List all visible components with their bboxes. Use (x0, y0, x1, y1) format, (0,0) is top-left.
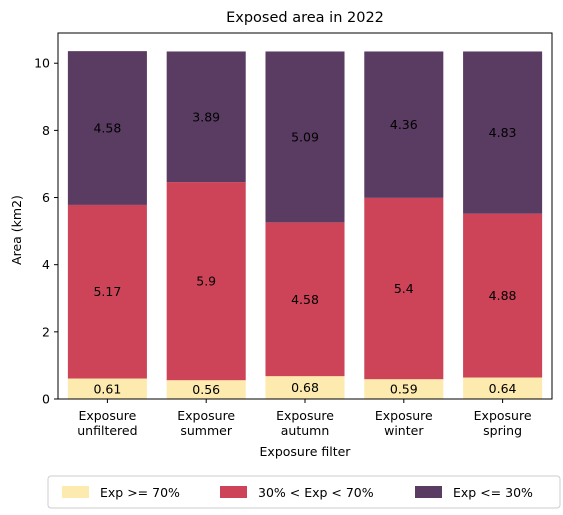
data-labels-layer: 0.61 5.17 4.58 0.56 5.9 3.89 0.68 4.58 5.09 0.59 5… (93, 109, 516, 397)
bar-segment (265, 51, 345, 223)
data-label: 0.59 (390, 382, 418, 397)
y-tick-label: 6 (42, 190, 50, 205)
bar-segment (166, 51, 246, 183)
data-label: 5.17 (93, 284, 121, 299)
legend-label: 30% < Exp < 70% (258, 485, 374, 500)
bar-segment (265, 376, 345, 399)
x-tick-label: Exposure unfiltered (77, 408, 137, 438)
data-label: 0.56 (192, 382, 220, 397)
data-label: 0.61 (93, 381, 121, 396)
chart-title: Exposed area in 2022 (226, 10, 384, 26)
data-label: 3.89 (192, 109, 220, 124)
y-tick-label: 0 (42, 392, 50, 407)
bar-segment (463, 213, 543, 378)
bar-segment (364, 197, 444, 380)
bar-segment (463, 51, 543, 214)
bar-segment (67, 204, 147, 379)
legend-swatch (62, 486, 89, 498)
legend-box (47, 475, 561, 509)
legend-swatch (415, 486, 442, 498)
bar-segment (364, 379, 444, 399)
x-tick-label: Exposure autumn (276, 408, 334, 438)
legend-label: Exp >= 70% (100, 485, 180, 500)
legend-label: Exp <= 30% (453, 485, 533, 500)
legend: Exp >= 70% 30% < Exp < 70% Exp <= 30% (47, 475, 561, 509)
data-label: 4.58 (291, 292, 319, 307)
y-axis-title: Area (km2) (9, 195, 24, 265)
bar-segment (265, 222, 345, 377)
bars-layer (67, 51, 543, 399)
bar-segment (67, 378, 147, 399)
bar-segment (166, 182, 246, 381)
axes-layer: Exposure unfiltered Exposure summer Exposure… (34, 32, 553, 438)
x-tick-label: Exposure summer (177, 408, 235, 438)
data-label: 4.58 (93, 121, 121, 136)
data-label: 0.64 (489, 381, 517, 396)
data-label: 5.9 (196, 274, 216, 289)
data-label: 5.4 (394, 281, 414, 296)
y-tick-label: 10 (34, 56, 50, 71)
data-label: 0.68 (291, 380, 319, 395)
bar-segment (364, 51, 444, 198)
x-axis-title: Exposure filter (260, 444, 352, 459)
y-tick-label: 8 (42, 123, 50, 138)
data-label: 4.36 (390, 117, 418, 132)
plot-frame (57, 32, 553, 400)
data-label: 4.88 (489, 288, 517, 303)
legend-swatch (220, 486, 247, 498)
bar-segment (463, 377, 543, 399)
bar-segment (67, 51, 147, 205)
data-label: 4.83 (489, 125, 517, 140)
y-tick-label: 2 (42, 324, 50, 339)
data-label: 5.09 (291, 129, 319, 144)
y-tick-label: 4 (42, 257, 50, 272)
bar-segment (166, 380, 246, 399)
x-tick-label: Exposure winter (375, 408, 433, 438)
x-tick-label: Exposure spring (474, 408, 532, 438)
